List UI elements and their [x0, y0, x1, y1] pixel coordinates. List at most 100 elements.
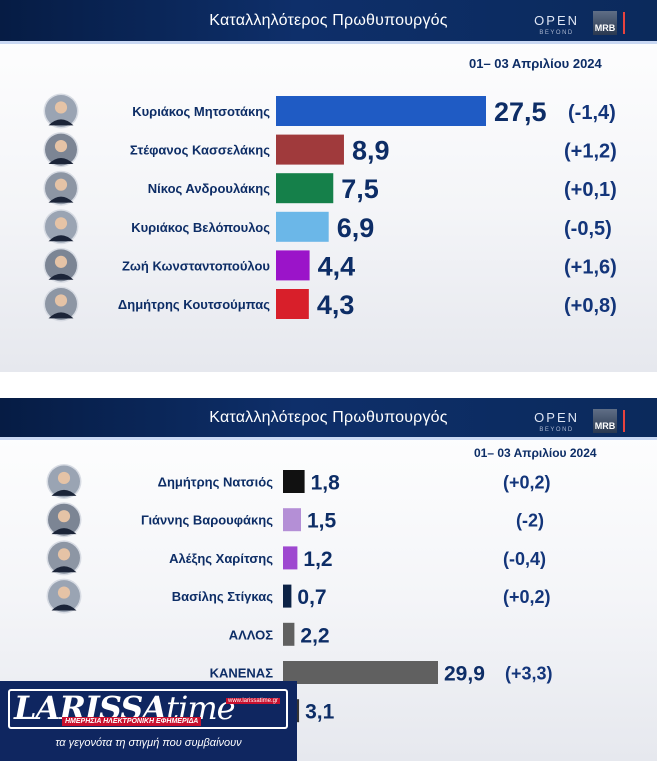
open-logo: OPEN BEYOND [534, 410, 579, 436]
candidate-label: Κυριάκος Βελόπουλος [131, 220, 270, 235]
candidate-bar [276, 211, 329, 242]
watermark-tagline: τα γεγονότα τη στιγμή που συμβαίνουν [55, 737, 242, 749]
open-logo: OPEN BEYOND [534, 13, 579, 39]
change-label: (+0,8) [564, 295, 617, 317]
candidate-label: ΚΑΝΕΝΑΣ [210, 666, 274, 681]
candidate-bar [283, 470, 305, 493]
photo-suit [48, 196, 74, 203]
photo-suit [51, 489, 77, 496]
value-label: 27,5 [494, 97, 547, 127]
person-photo-icon [43, 286, 79, 322]
value-label: 0,7 [297, 586, 326, 609]
candidate-bar [276, 289, 309, 319]
person-photo-icon [43, 93, 79, 129]
person-photo-icon [46, 502, 82, 538]
candidate-bar [283, 584, 292, 608]
change-label: (+0,1) [564, 179, 617, 201]
change-label: (+0,2) [503, 587, 551, 607]
poll-date: 01– 03 Απριλίου 2024 [474, 446, 597, 460]
person-photo-icon [43, 247, 79, 283]
candidate-bar [276, 250, 310, 281]
photo-suit [48, 273, 74, 280]
value-label: 7,5 [341, 174, 379, 204]
candidate-label: ΑΛΛΟΣ [229, 627, 273, 642]
photo-suit [51, 566, 77, 573]
photo-face [54, 255, 68, 268]
value-label: 1,8 [311, 472, 341, 495]
bar-chart-1: Κυριάκος Μητσοτάκης 27,5 (-1,4) Στέφανος Κα… [43, 93, 617, 322]
panel-title: Καταλληλότερος Πρωθυπουργός [209, 409, 448, 426]
open-logo-text: OPEN [534, 13, 579, 28]
poll-panel-1: Καταλληλότερος Πρωθυπουργός OPEN BEYOND … [0, 0, 657, 372]
candidate-label: Στέφανος Κασσελάκης [130, 143, 270, 158]
watermark-frame [8, 689, 288, 729]
value-label: 3,1 [305, 701, 335, 724]
value-label: 4,4 [318, 251, 356, 281]
candidate-bar [276, 96, 486, 126]
photo-suit [48, 235, 74, 242]
value-label: 8,9 [352, 136, 390, 166]
open-logo-sub: BEYOND [539, 30, 574, 36]
candidate-label: Κυριάκος Μητσοτάκης [132, 104, 270, 119]
photo-face [54, 178, 68, 191]
photo-face [54, 101, 68, 114]
candidate-label: Δημήτρης Κουτσούμπας [118, 297, 270, 312]
panel-title: Καταλληλότερος Πρωθυπουργός [209, 12, 448, 29]
panel-header: Καταλληλότερος Πρωθυπουργός OPEN BEYOND … [0, 0, 657, 44]
change-label: (+0,2) [503, 473, 551, 493]
photo-suit [48, 119, 74, 126]
candidate-bar [276, 134, 344, 165]
value-label: 1,5 [307, 510, 337, 533]
person-photo-icon [46, 464, 82, 499]
candidate-label: Νίκος Ανδρουλάκης [148, 181, 270, 196]
person-photo-icon [43, 170, 79, 206]
person-photo-icon [46, 540, 82, 576]
candidate-label: Βασίλης Στίγκας [172, 589, 273, 604]
photo-suit [48, 158, 74, 164]
open-logo-text: OPEN [534, 410, 579, 425]
change-label: (+1,2) [564, 141, 617, 163]
candidate-label: Ζωή Κωνσταντοπούλου [122, 258, 270, 273]
value-label: 4,3 [317, 290, 355, 320]
change-label: (-2) [516, 511, 544, 531]
change-label: (-0,4) [503, 549, 546, 569]
bar-chart-2: Δημήτρης Νατσιός 1,8 (+0,2) Γιάννης Βαρουφά… [46, 464, 553, 724]
watermark-url: www.larissatime.gr [226, 698, 281, 704]
candidate-bar [283, 508, 301, 532]
candidate-label: Δημήτρης Νατσιός [158, 475, 274, 490]
candidate-label: Γιάννης Βαρουφάκης [141, 513, 273, 528]
watermark-subtitle: ΗΜΕΡΗΣΙΑ ΗΛΕΚΤΡΟΝΙΚΗ ΕΦΗΜΕΡΙΔΑ [62, 717, 202, 726]
candidate-bar [283, 622, 295, 646]
photo-face [57, 510, 71, 523]
panel-header: Καταλληλότερος Πρωθυπουργός OPEN BEYOND … [0, 398, 657, 440]
candidate-bar [283, 546, 298, 570]
photo-face [57, 586, 71, 599]
candidate-label: Αλέξης Χαρίτσης [169, 551, 273, 566]
photo-face [57, 471, 71, 485]
person-photo-icon [43, 209, 79, 245]
mrb-logo: MRB [593, 409, 617, 433]
larissatime-watermark: LARISSAtime www.larissatime.gr ΗΜΕΡΗΣΙΑ … [0, 681, 297, 761]
change-label: (-1,4) [568, 102, 616, 124]
value-label: 2,2 [300, 624, 329, 647]
photo-suit [51, 604, 77, 611]
open-logo-sub: BEYOND [539, 427, 574, 433]
photo-face [54, 217, 68, 230]
logo-divider [623, 12, 625, 34]
photo-suit [48, 312, 74, 319]
change-label: (+3,3) [505, 664, 553, 684]
candidate-bar [283, 661, 438, 684]
logo-divider [623, 410, 625, 432]
photo-face [57, 548, 71, 561]
change-label: (-0,5) [564, 218, 612, 240]
candidate-bar [276, 173, 334, 204]
person-photo-icon [46, 578, 82, 614]
photo-face [54, 140, 68, 153]
value-label: 6,9 [337, 213, 375, 243]
photo-suit [51, 528, 77, 535]
person-photo-icon [43, 132, 79, 168]
poll-date: 01– 03 Απριλίου 2024 [469, 56, 602, 71]
mrb-logo: MRB [593, 11, 617, 35]
change-label: (+1,6) [564, 256, 617, 278]
value-label: 1,2 [303, 548, 332, 571]
